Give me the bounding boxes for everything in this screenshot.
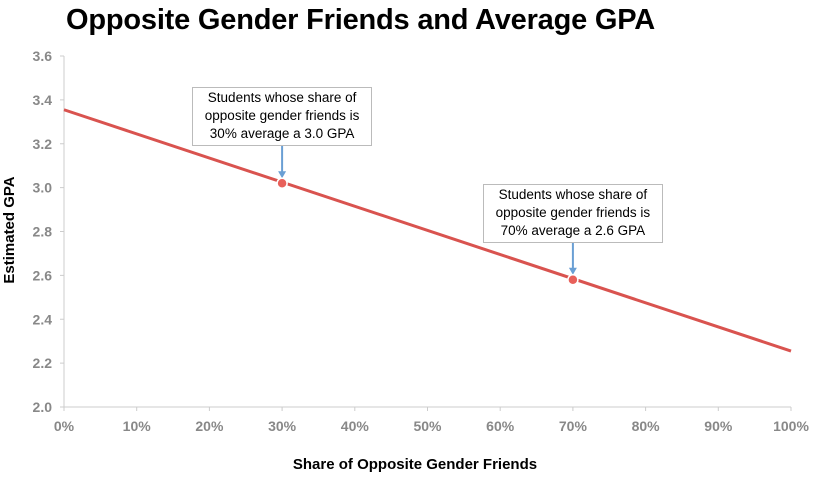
y-tick-label: 2.8	[33, 224, 53, 240]
y-axis-label-group: Estimated GPA	[1, 176, 18, 283]
x-tick-label: 30%	[268, 418, 297, 434]
y-tick-label: 2.4	[33, 311, 53, 327]
y-tick-label: 2.0	[33, 399, 53, 415]
annotation-line: opposite gender friends is	[495, 204, 651, 220]
x-tick-label: 10%	[123, 418, 152, 434]
annotation-line: 70% average a 2.6 GPA	[500, 222, 646, 238]
y-tick-label: 3.6	[33, 48, 53, 64]
annotation-arrowhead	[278, 171, 287, 179]
series-line	[63, 108, 792, 353]
annotation-line: opposite gender friends is	[204, 108, 360, 124]
x-tick-label: 50%	[413, 418, 442, 434]
x-tick-label: 70%	[559, 418, 588, 434]
highlight-point	[567, 274, 579, 286]
chart-title: Opposite Gender Friends and Average GPA	[66, 4, 655, 36]
y-tick-label: 2.2	[33, 355, 53, 371]
x-tick-label: 80%	[632, 418, 661, 434]
annotation-line: Students whose share of	[498, 186, 648, 202]
x-tick-label: 100%	[773, 418, 809, 434]
annotation-line: 30% average a 3.0 GPA	[209, 126, 355, 142]
annotation-callout: Students whose share of opposite gender f…	[192, 87, 373, 147]
x-tick-label: 20%	[195, 418, 224, 434]
x-tick-label: 90%	[704, 418, 733, 434]
x-tick-label: 60%	[486, 418, 515, 434]
y-tick-label: 3.2	[33, 136, 53, 152]
annotation-arrowhead	[568, 267, 577, 275]
annotation-line: Students whose share of	[207, 90, 357, 106]
y-tick-label: 3.0	[33, 180, 53, 196]
highlight-point	[276, 177, 288, 189]
x-axis-label: Share of Opposite Gender Friends	[293, 456, 537, 473]
y-axis-label: Estimated GPA	[1, 176, 18, 283]
x-tick-label: 40%	[341, 418, 370, 434]
y-tick-label: 3.4	[33, 92, 53, 108]
y-tick-label: 2.6	[33, 267, 53, 283]
annotation-callout: Students whose share of opposite gender f…	[482, 183, 663, 243]
x-tick-label: 0%	[54, 418, 75, 434]
